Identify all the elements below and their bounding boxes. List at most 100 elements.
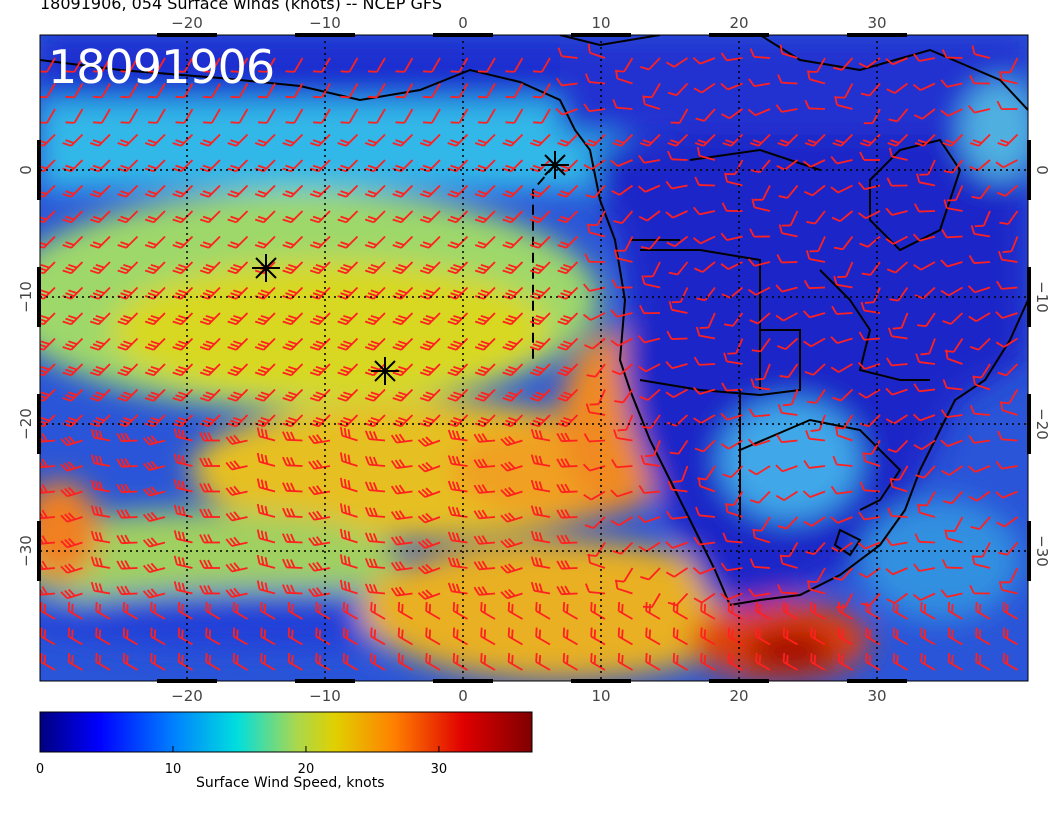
wind-barb bbox=[40, 83, 56, 99]
wind-barb bbox=[696, 146, 716, 161]
wind-barb bbox=[254, 210, 276, 224]
wind-barb bbox=[40, 235, 56, 249]
wind-barb bbox=[199, 457, 220, 467]
wind-barb bbox=[996, 184, 1019, 197]
wind-barb bbox=[999, 401, 1018, 416]
wind-barb bbox=[755, 602, 771, 620]
wind-barb bbox=[364, 430, 386, 442]
wind-barb bbox=[529, 388, 551, 402]
lat-tick-left bbox=[37, 521, 41, 581]
wind-barb bbox=[562, 602, 578, 620]
wind-barb bbox=[1002, 236, 1019, 253]
wind-barb bbox=[342, 653, 358, 671]
wind-barb bbox=[502, 286, 524, 300]
wind-barb bbox=[308, 485, 331, 496]
wind-barb bbox=[942, 490, 964, 505]
wind-barb bbox=[997, 363, 1019, 377]
wind-barb bbox=[254, 337, 276, 351]
wind-barb bbox=[227, 133, 249, 147]
wind-barb bbox=[727, 653, 743, 671]
wind-barb bbox=[40, 363, 56, 377]
wind-barb bbox=[173, 479, 193, 493]
wind-barb bbox=[836, 593, 854, 609]
wind-barb bbox=[611, 363, 634, 376]
wind-barb bbox=[533, 57, 551, 73]
wind-barb bbox=[227, 312, 249, 326]
wind-barb bbox=[199, 184, 221, 198]
wind-barb bbox=[775, 490, 798, 501]
wind-barb bbox=[803, 337, 826, 348]
wind-barb bbox=[199, 414, 221, 428]
wind-barb bbox=[60, 512, 83, 523]
colorbar: 0 10 20 30 bbox=[36, 711, 533, 777]
lon-tick-bottom bbox=[847, 679, 907, 683]
wind-barb bbox=[117, 159, 139, 173]
wind-barb bbox=[865, 653, 881, 671]
wind-barb bbox=[535, 653, 551, 671]
wind-barb bbox=[309, 337, 331, 351]
wind-barb bbox=[810, 414, 826, 432]
wind-barb bbox=[447, 286, 469, 300]
wind-barb bbox=[582, 463, 606, 472]
wind-barb bbox=[474, 363, 496, 377]
colorbar-tick-label: 10 bbox=[165, 762, 182, 777]
wind-barb bbox=[727, 338, 744, 355]
wind-barb bbox=[417, 512, 441, 524]
wind-barb bbox=[232, 627, 248, 646]
wind-barb bbox=[830, 516, 853, 524]
wind-barb bbox=[199, 508, 220, 518]
wind-barb bbox=[67, 602, 83, 620]
wind-barb bbox=[65, 57, 84, 73]
wind-barb bbox=[859, 133, 881, 147]
wind-barb bbox=[175, 57, 194, 73]
wind-barb bbox=[557, 363, 579, 377]
wind-barb bbox=[173, 428, 193, 442]
wind-barb bbox=[65, 108, 84, 124]
wind-barb bbox=[555, 77, 578, 87]
wind-barb bbox=[865, 627, 881, 646]
wind-barb bbox=[995, 337, 1018, 348]
wind-barb bbox=[670, 108, 689, 124]
wind-barb bbox=[837, 261, 854, 279]
wind-barb bbox=[122, 653, 138, 671]
wind-barb bbox=[777, 516, 799, 530]
wind-barb bbox=[260, 627, 276, 646]
storm-marker bbox=[541, 151, 569, 179]
wind-barb bbox=[886, 357, 908, 367]
wind-barb bbox=[830, 184, 853, 194]
wind-barb bbox=[500, 486, 523, 498]
wind-barb bbox=[947, 627, 963, 646]
wind-barb bbox=[692, 567, 716, 575]
colorbar-tick-label: 20 bbox=[298, 762, 315, 777]
wind-barb bbox=[260, 653, 276, 671]
wind-barb bbox=[144, 235, 166, 249]
wind-barb bbox=[672, 653, 688, 671]
lat-tick-right bbox=[1027, 140, 1031, 200]
wind-barb bbox=[339, 503, 358, 518]
wind-barb bbox=[610, 516, 633, 527]
wind-barb bbox=[144, 363, 166, 377]
wind-barb bbox=[640, 455, 661, 467]
wind-barb bbox=[308, 536, 331, 547]
wind-barb bbox=[315, 602, 331, 620]
wind-barb bbox=[751, 198, 771, 212]
wind-barb bbox=[337, 414, 359, 428]
wind-barb bbox=[120, 108, 139, 124]
wind-barb bbox=[89, 337, 111, 351]
wind-barb bbox=[227, 388, 249, 402]
wind-barb bbox=[727, 602, 743, 620]
wind-barb bbox=[556, 560, 578, 570]
wind-barb bbox=[256, 427, 276, 442]
wind-barb bbox=[782, 627, 798, 646]
wind-barb bbox=[199, 483, 220, 493]
wind-barb bbox=[364, 286, 386, 300]
wind-barb bbox=[556, 432, 578, 443]
wind-barb bbox=[1001, 567, 1019, 584]
wind-barb bbox=[282, 456, 303, 467]
wind-barb bbox=[287, 602, 303, 620]
wind-barb bbox=[668, 300, 688, 314]
wind-barb bbox=[89, 312, 111, 326]
wind-barb bbox=[502, 363, 524, 377]
wind-barb bbox=[282, 507, 303, 518]
wind-barb bbox=[722, 133, 744, 147]
